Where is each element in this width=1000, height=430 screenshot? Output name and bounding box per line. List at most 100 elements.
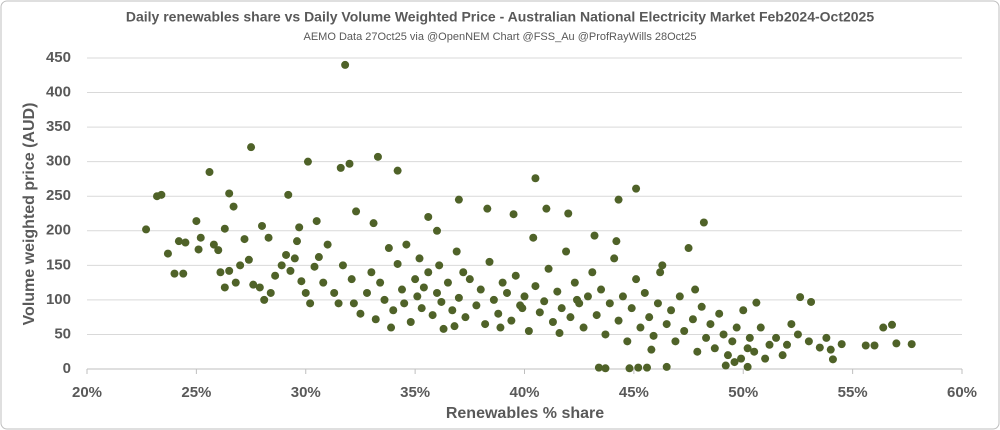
point bbox=[710, 344, 719, 353]
point bbox=[793, 330, 802, 339]
point bbox=[476, 285, 485, 294]
point bbox=[688, 315, 697, 324]
x-axis-label: Renewables % share bbox=[446, 405, 604, 422]
point bbox=[837, 340, 846, 349]
point bbox=[260, 295, 269, 304]
point bbox=[553, 287, 562, 296]
point bbox=[303, 157, 312, 166]
point bbox=[739, 306, 748, 315]
point bbox=[393, 166, 402, 175]
point bbox=[649, 331, 658, 340]
point bbox=[509, 210, 518, 219]
point bbox=[424, 268, 433, 277]
point bbox=[225, 266, 234, 275]
point bbox=[472, 301, 481, 310]
point bbox=[277, 261, 286, 270]
point bbox=[590, 231, 599, 240]
point bbox=[209, 240, 218, 249]
point bbox=[312, 217, 321, 226]
point bbox=[384, 244, 393, 253]
point bbox=[380, 295, 389, 304]
point bbox=[583, 292, 592, 301]
y-tick-label: 400 bbox=[46, 84, 71, 101]
point bbox=[174, 237, 183, 246]
point bbox=[728, 337, 737, 346]
point bbox=[807, 297, 816, 306]
point bbox=[194, 245, 203, 254]
x-tick-label: 55% bbox=[838, 384, 868, 401]
point bbox=[419, 283, 428, 292]
point bbox=[314, 253, 323, 262]
point bbox=[459, 268, 468, 277]
point bbox=[702, 333, 711, 342]
point bbox=[804, 337, 813, 346]
point bbox=[715, 309, 724, 318]
point bbox=[428, 311, 437, 320]
point bbox=[675, 292, 684, 301]
point bbox=[772, 333, 781, 342]
point bbox=[255, 283, 264, 292]
y-tick-label: 350 bbox=[46, 118, 71, 135]
point bbox=[439, 324, 448, 333]
point bbox=[373, 152, 382, 161]
y-tick-label: 300 bbox=[46, 153, 71, 170]
point bbox=[286, 266, 295, 275]
point bbox=[216, 268, 225, 277]
point bbox=[535, 308, 544, 317]
point bbox=[594, 363, 603, 372]
point bbox=[520, 292, 529, 301]
y-tick-label: 250 bbox=[46, 187, 71, 204]
x-tick-label: 30% bbox=[291, 384, 321, 401]
point bbox=[531, 282, 540, 291]
point bbox=[632, 275, 641, 284]
point bbox=[448, 306, 457, 315]
point bbox=[450, 322, 459, 331]
point bbox=[592, 311, 601, 320]
point bbox=[879, 323, 888, 332]
point bbox=[907, 340, 916, 349]
point bbox=[828, 355, 837, 364]
point bbox=[643, 363, 651, 372]
point bbox=[787, 320, 796, 329]
point bbox=[454, 293, 463, 302]
x-tick-label: 25% bbox=[181, 384, 211, 401]
point bbox=[220, 224, 229, 233]
point bbox=[511, 271, 520, 280]
point bbox=[743, 362, 752, 371]
point bbox=[406, 318, 415, 327]
point bbox=[732, 323, 741, 332]
point bbox=[796, 293, 805, 302]
point bbox=[284, 190, 293, 199]
point bbox=[220, 283, 229, 292]
point bbox=[822, 333, 831, 342]
point bbox=[610, 254, 619, 263]
point bbox=[570, 278, 579, 287]
point bbox=[750, 347, 759, 356]
point bbox=[627, 304, 636, 313]
point bbox=[743, 344, 752, 353]
point bbox=[310, 262, 319, 271]
point bbox=[737, 354, 746, 363]
point bbox=[636, 323, 645, 332]
point bbox=[548, 318, 557, 327]
point bbox=[345, 159, 354, 168]
point bbox=[389, 306, 398, 315]
point bbox=[181, 238, 190, 247]
point bbox=[295, 223, 304, 232]
point bbox=[258, 221, 266, 230]
point bbox=[205, 168, 214, 177]
point bbox=[496, 323, 505, 332]
point bbox=[489, 295, 498, 304]
point bbox=[756, 323, 765, 332]
point bbox=[347, 275, 356, 284]
point bbox=[529, 233, 538, 242]
point bbox=[264, 233, 273, 242]
point bbox=[640, 288, 649, 297]
point bbox=[142, 225, 151, 234]
point bbox=[225, 189, 234, 198]
point bbox=[352, 207, 361, 216]
point bbox=[356, 309, 365, 318]
point bbox=[498, 278, 507, 287]
